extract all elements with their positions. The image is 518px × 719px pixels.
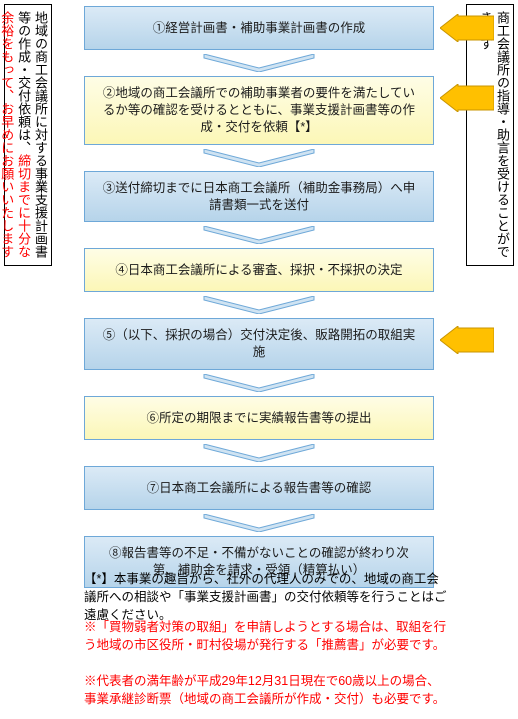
flow-area: ①経営計画書・補助事業計画書の作成 ②地域の商工会議所での補助事業者の要件を満たし… — [84, 6, 434, 592]
step-4: ④日本商工会議所による審査、採択・不採択の決定 — [84, 248, 434, 292]
step-3: ③送付締切までに日本商工会議所（補助金事務局）へ申請書類一式を送付 — [84, 171, 434, 223]
step-wrap-3: ③送付締切までに日本商工会議所（補助金事務局）へ申請書類一式を送付 — [84, 171, 434, 223]
left-note-box: 地域の商工会議所に対する事業支援計画書等の作成・交付依頼は、締切までに十分な余裕… — [4, 4, 52, 266]
right-note-box: 商工会議所の指導・助言を受けることができます — [466, 4, 514, 266]
chevron-down-icon — [84, 54, 434, 72]
step-wrap-2: ②地域の商工会議所での補助事業者の要件を満たしているか等の確認を受けるとともに、… — [84, 76, 434, 145]
step-wrap-5: ⑤（以下、採択の場合）交付決定後、販路開拓の取組実施 — [84, 318, 434, 370]
step-wrap-4: ④日本商工会議所による審査、採択・不採択の決定 — [84, 248, 434, 292]
step-wrap-1: ①経営計画書・補助事業計画書の作成 — [84, 6, 434, 50]
step-1: ①経営計画書・補助事業計画書の作成 — [84, 6, 434, 50]
step-5: ⑤（以下、採択の場合）交付決定後、販路開拓の取組実施 — [84, 318, 434, 370]
warning-2: ※代表者の満年齢が平成29年12月31日現在で60歳以上の場合、事業承継診断票（… — [84, 672, 449, 708]
chevron-down-icon — [84, 296, 434, 314]
chevron-down-icon — [84, 374, 434, 392]
chevron-down-icon — [84, 149, 434, 167]
right-note-text: 商工会議所の指導・助言を受けることができます — [478, 11, 510, 258]
step-6: ⑥所定の期限までに実績報告書等の提出 — [84, 396, 434, 440]
chevron-down-icon — [84, 444, 434, 462]
step-2: ②地域の商工会議所での補助事業者の要件を満たしているか等の確認を受けるとともに、… — [84, 76, 434, 145]
chevron-down-icon — [84, 514, 434, 532]
footnote: 【*】本事業の趣旨から、社外の代理人のみでの、地域の商工会議所への相談や「事業支… — [84, 570, 449, 624]
step-wrap-6: ⑥所定の期限までに実績報告書等の提出 — [84, 396, 434, 440]
step-wrap-7: ⑦日本商工会議所による報告書等の確認 — [84, 466, 434, 510]
warning-1: ※「買物弱者対策の取組」を申請しようとする場合は、取組を行う地域の市区役所・町村… — [84, 618, 449, 654]
pointer-arrow-icon — [440, 84, 494, 112]
step-7: ⑦日本商工会議所による報告書等の確認 — [84, 466, 434, 510]
pointer-arrow-icon — [440, 14, 494, 42]
pointer-arrow-icon — [440, 326, 494, 354]
chevron-down-icon — [84, 226, 434, 244]
